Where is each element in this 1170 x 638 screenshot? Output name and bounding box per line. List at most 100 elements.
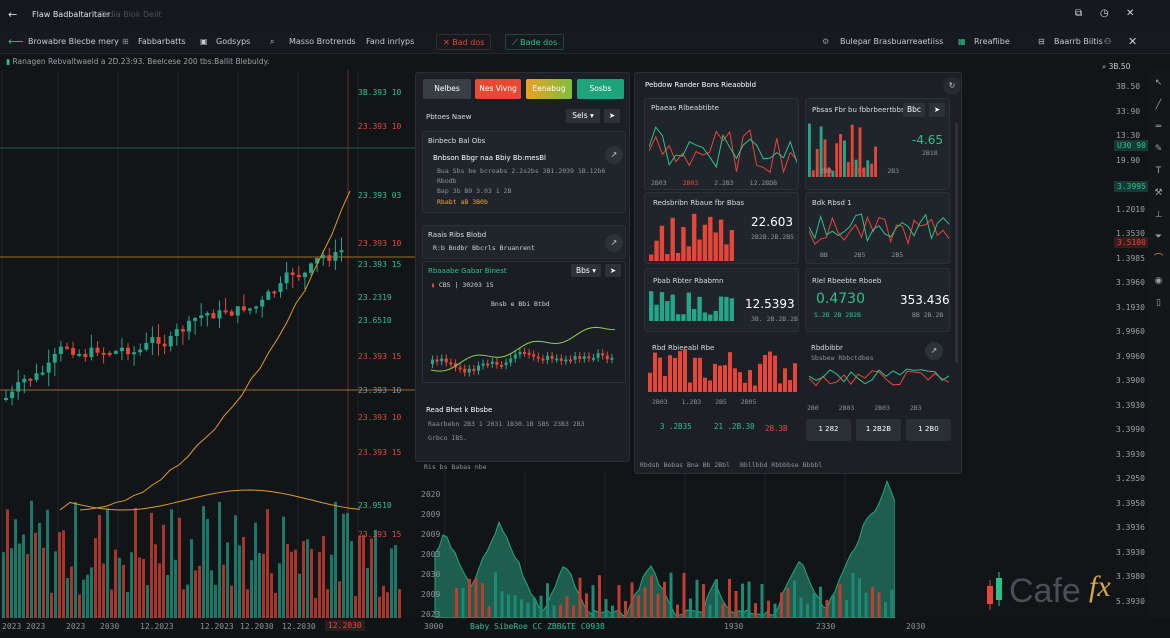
- arrow-right-icon[interactable]: ➤: [604, 109, 620, 123]
- volume-bar: [158, 563, 161, 618]
- ruler-icon[interactable]: ⊥: [1154, 210, 1163, 220]
- back-icon[interactable]: ←: [8, 8, 18, 21]
- right-axis-label: 3.3980: [1116, 572, 1145, 581]
- sosbs-button[interactable]: Sosbs: [577, 79, 624, 99]
- send-icon-2[interactable]: ➤: [929, 103, 945, 117]
- mini-candle: [527, 352, 531, 355]
- mini-candle: [481, 363, 485, 366]
- scrollbar[interactable]: [955, 123, 958, 363]
- mini-bar: [839, 134, 842, 177]
- toolbar-item-bulepar[interactable]: Bulepar Brasbuarreaetiiss: [840, 37, 944, 46]
- mini-bar: [763, 355, 767, 392]
- expand-icon-2[interactable]: ↗: [605, 234, 623, 252]
- search-icon[interactable]: ⌕: [270, 37, 275, 46]
- close-panel-icon[interactable]: ✕: [1128, 35, 1138, 48]
- arrow-left-icon[interactable]: ⟵: [8, 35, 24, 48]
- rp-bottom-button-2[interactable]: 1 2B2B: [856, 419, 901, 441]
- rp-card-8[interactable]: Rbdbibbr Sbsbew Rbbctdbes ↗ 2B0 2B03 2B0…: [805, 336, 950, 416]
- toolbar-item-rreaflibe[interactable]: Rreaflibe: [974, 37, 1010, 46]
- volume-bar: [238, 545, 241, 618]
- rp-card-2[interactable]: Pbsas Fbr bu fbbrbeertbbs Bbc ➤ -4.65 2B…: [805, 98, 950, 190]
- right-price-tag: U30 90: [1114, 140, 1149, 151]
- volume-area-chart[interactable]: [415, 470, 895, 618]
- volume-bar: [278, 563, 281, 618]
- mid-volume-bar: [533, 598, 536, 618]
- mini-candle: [578, 356, 582, 359]
- close-window-icon[interactable]: ✕: [1126, 8, 1135, 19]
- lock-icon[interactable]: ⊟: [1038, 37, 1045, 46]
- filter-icon[interactable]: ⏷: [1154, 232, 1163, 242]
- window-restore-icon[interactable]: ⧉: [1075, 8, 1083, 19]
- mini-bar: [783, 368, 787, 392]
- refresh-icon[interactable]: ↻: [943, 77, 961, 95]
- eenabug-button[interactable]: Eenabug: [526, 79, 572, 99]
- toolbar-item-masso[interactable]: Masso Brotrends: [289, 37, 356, 46]
- hammer-icon[interactable]: ⚒: [1154, 188, 1163, 198]
- candle: [266, 291, 271, 300]
- settings-icon[interactable]: ⚙: [822, 37, 830, 46]
- time-label: 2330: [816, 622, 836, 631]
- person-icon[interactable]: ⚇: [1104, 37, 1112, 46]
- expand-icon[interactable]: ↗: [605, 146, 623, 164]
- trash-icon[interactable]: ▯: [1156, 298, 1161, 308]
- mid-volume-bar: [481, 583, 484, 618]
- toolbar-item-godsyps[interactable]: Godsyps: [216, 37, 251, 46]
- pen-icon[interactable]: ✎: [1154, 144, 1163, 154]
- rp-card-2-button[interactable]: Bbc: [903, 103, 925, 117]
- price-chart[interactable]: [0, 70, 415, 618]
- toolbar-item-fand[interactable]: Fand inrlyps: [366, 37, 415, 46]
- mini-chart-card[interactable]: Rbaaabe Gabar Binest Bbs ▾ ➤ ▮ CBS | 302…: [422, 261, 626, 383]
- magnet-icon[interactable]: ⌒: [1153, 254, 1163, 264]
- grid-icon[interactable]: ⊞: [122, 37, 129, 46]
- bade-dos-button[interactable]: ⟋ Bade dos: [505, 34, 565, 50]
- toolbar-item-fab[interactable]: Fabbarbatts: [138, 37, 186, 46]
- bad-dos-button[interactable]: ✕ Bad dos: [436, 34, 492, 50]
- rp-bottom-button-3[interactable]: 1 2B0: [906, 419, 951, 441]
- card3-price: ▮ CBS | 30203 15: [431, 281, 494, 289]
- rp-card-6[interactable]: Rlel Rbeebte Rboeb 0.4730 353.436 S.2B 2…: [805, 268, 950, 332]
- rp-card-3[interactable]: Redsbribn Rbaue fbr Bbas 22.603 2B2B.2B.…: [644, 192, 799, 264]
- rp-card-1[interactable]: Pbaeas Rlbeabtibte 2B03 2B03 2.2B3 12.2B…: [644, 98, 799, 190]
- eye-icon[interactable]: ◉: [1154, 276, 1163, 286]
- nelbes-button[interactable]: Nelbes: [423, 79, 471, 99]
- rp-bottom-button-1[interactable]: 1 282: [806, 419, 851, 441]
- mini-bar: [718, 365, 722, 392]
- toolbar-item-browse[interactable]: Browabre Blecbe mery: [28, 37, 119, 46]
- text-icon[interactable]: T: [1155, 166, 1162, 176]
- nes-vivng-button[interactable]: Nes Vivng: [475, 79, 521, 99]
- mini-bar: [724, 296, 729, 321]
- mid-volume-bar: [767, 600, 770, 618]
- volume-bar: [362, 534, 365, 618]
- info-card-2[interactable]: Raais Ribs Blobd R:b Bndbr Bbcrls Bruanr…: [422, 225, 626, 259]
- right-axis-top: 3B.50: [1108, 62, 1131, 71]
- rp-card-7[interactable]: Rbd Rbieeabl Rbe 2B03 1.2B3 2B5 2B05: [644, 336, 799, 416]
- volume-bar: [194, 570, 197, 618]
- candle: [40, 372, 45, 375]
- layout-icon[interactable]: ▦: [958, 37, 966, 46]
- app-title: Flaw Badbaltaritaer: [32, 10, 111, 19]
- sels-dropdown[interactable]: Sels ▾: [566, 109, 600, 123]
- mini-bar: [703, 377, 707, 392]
- rp-card-5[interactable]: Pbab Rbter Rbabmn 12.5393 3B. 2B.2B.2B: [644, 268, 799, 332]
- box-icon[interactable]: ▣: [200, 37, 208, 46]
- mini-candle: [490, 361, 494, 364]
- expand-icon-3[interactable]: ↗: [925, 342, 943, 360]
- trend-line-icon[interactable]: ╱: [1155, 100, 1162, 110]
- info-card[interactable]: Binbecb Bal Obs Bnbson Bbgr naa Bbiy Bb:…: [422, 131, 626, 213]
- toolbar-item-baarrb[interactable]: Baarrb Biitis: [1054, 37, 1103, 46]
- search-mini-icon[interactable]: ⌕ 3B.50: [1102, 62, 1131, 71]
- rp-card-4[interactable]: Bdk Rbsd 1 BB 2B5 2B5: [805, 192, 950, 264]
- volume-bar: [142, 558, 145, 618]
- hline-icon[interactable]: ═: [1155, 122, 1162, 132]
- candle: [144, 343, 149, 350]
- mid-axis-label: 2009: [421, 590, 441, 599]
- send-icon[interactable]: ➤: [605, 264, 621, 277]
- mid-volume-bar: [825, 599, 829, 618]
- bbs-dropdown[interactable]: Bbs ▾: [571, 264, 601, 277]
- rp-card-3-value: 22.603: [751, 215, 793, 229]
- volume-bar: [210, 570, 213, 618]
- time-label: 2023: [2, 622, 22, 631]
- cursor-icon[interactable]: ↖: [1154, 78, 1163, 88]
- volume-bar: [326, 589, 329, 618]
- clock-icon[interactable]: ◷: [1100, 8, 1109, 19]
